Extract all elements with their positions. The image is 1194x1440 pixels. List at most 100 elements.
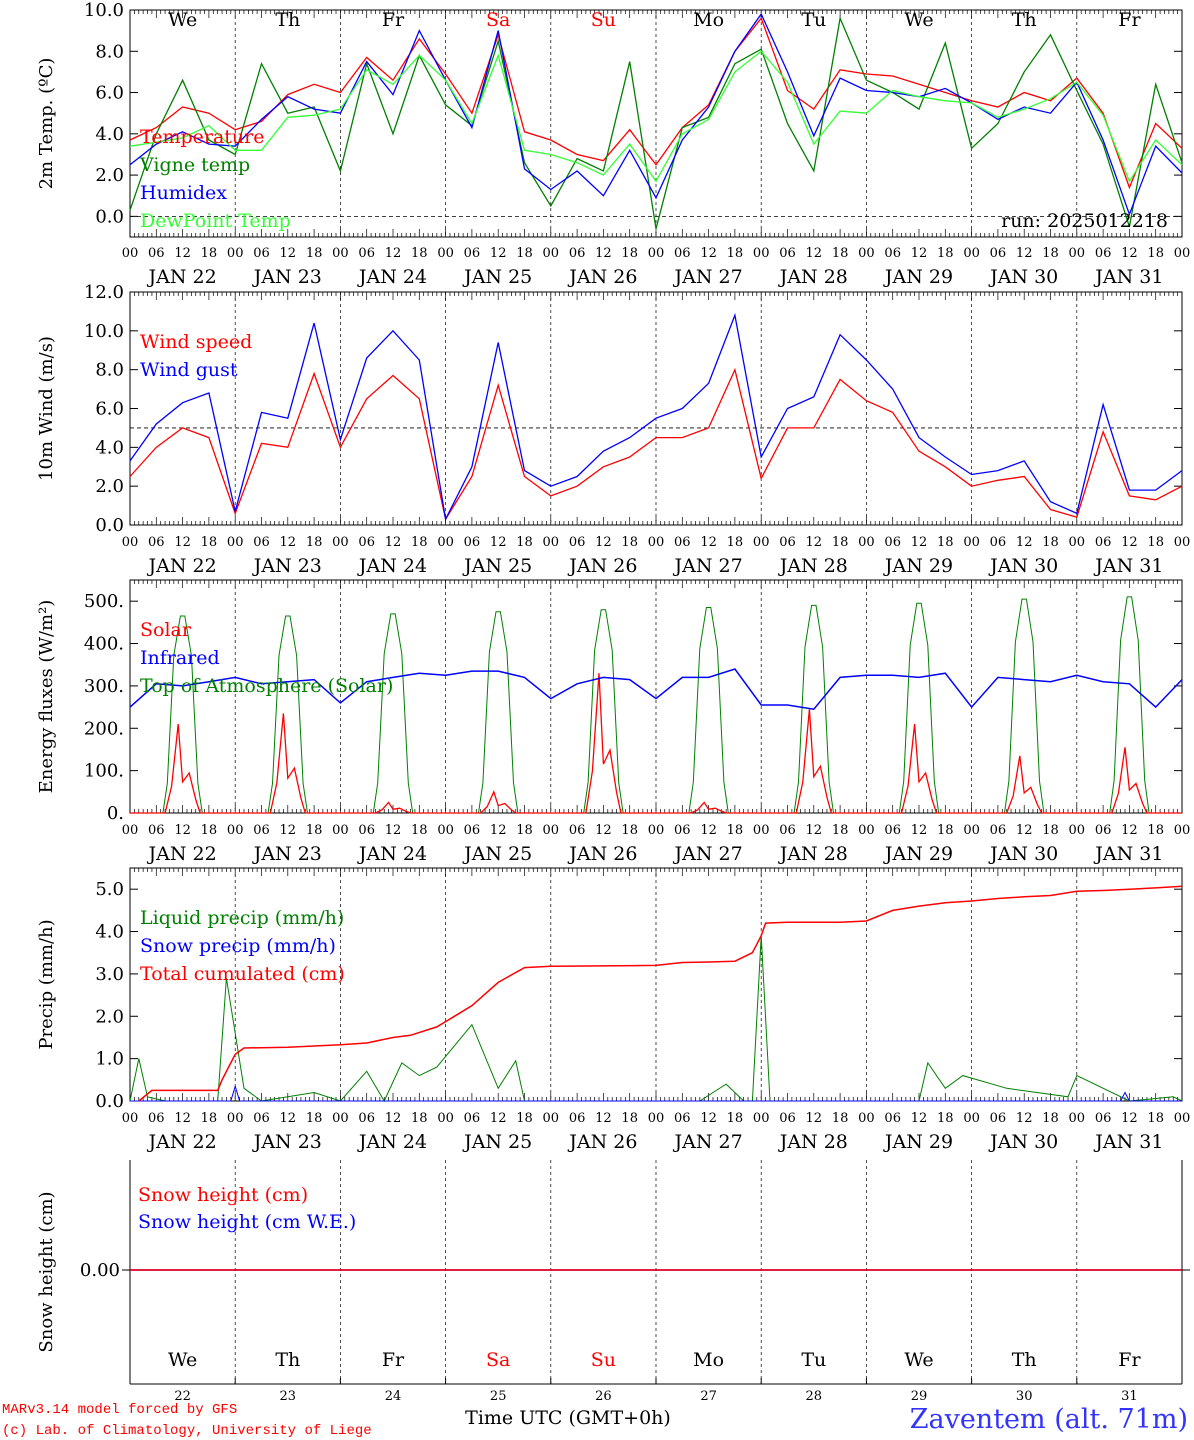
hour-tick-label: 12 (490, 1111, 507, 1126)
hour-tick-label: 18 (937, 246, 954, 261)
legend-entry: Vigne temp (139, 154, 250, 176)
hour-tick-label: 12 (806, 1111, 823, 1126)
hour-tick-label: 12 (1016, 535, 1033, 550)
hour-tick-label: 00 (858, 246, 875, 261)
hour-tick-label: 12 (490, 823, 507, 838)
weekday-label: Fr (382, 9, 405, 31)
hour-tick-label: 12 (700, 246, 717, 261)
date-label: JAN 29 (883, 555, 953, 577)
legend-entry: Solar (140, 619, 192, 641)
hour-tick-label: 12 (280, 823, 297, 838)
hour-tick-label: 12 (174, 1111, 191, 1126)
series-Liquid precip (mm/h) (129, 935, 1183, 1103)
date-label: JAN 30 (988, 555, 1058, 577)
hour-tick-label: 06 (779, 535, 796, 550)
hour-tick-label: 18 (727, 823, 744, 838)
y-tick-label: 4.0 (95, 922, 124, 943)
hour-tick-label: 00 (543, 535, 560, 550)
hour-tick-label: 00 (1174, 1111, 1191, 1126)
hour-tick-label: 18 (201, 246, 218, 261)
weekday-label: Tu (801, 9, 826, 31)
hour-tick-label: 12 (700, 535, 717, 550)
date-label: JAN 23 (252, 555, 322, 577)
date-label: JAN 22 (147, 1131, 217, 1153)
series-solar (130, 673, 1182, 814)
wind-panel: 00 06 12 18 00 06 12 18 00 06 12 18 00 06 12 18 00 06 12 18… (36, 282, 1190, 577)
hour-tick-label: 18 (516, 1111, 533, 1126)
hour-tick-label: 12 (1121, 535, 1138, 550)
hour-tick-label: 00 (1069, 246, 1086, 261)
legend-entry: Wind speed (140, 331, 252, 353)
y-tick-label: 2.0 (95, 1006, 124, 1027)
y-tick-label: 6.0 (95, 83, 124, 104)
weekday-label: Th (1012, 9, 1037, 31)
date-label: JAN 27 (673, 1131, 743, 1153)
hour-tick-label: 06 (464, 823, 481, 838)
hour-tick-label: 18 (411, 246, 428, 261)
date-label: JAN 25 (462, 555, 532, 577)
weekday-label: Fr (382, 1349, 405, 1371)
hour-tick-label: 00 (227, 823, 244, 838)
hour-tick-label: 00 (543, 246, 560, 261)
hour-tick-label: 00 (1069, 1111, 1086, 1126)
hour-tick-label: 06 (358, 246, 375, 261)
series-Snow precip (mm/h) (130, 1084, 1182, 1102)
hour-tick-label: 18 (411, 823, 428, 838)
hour-tick-label: 00 (858, 1111, 875, 1126)
weekday-label: Su (591, 1349, 616, 1371)
day-number-label: 28 (806, 1389, 823, 1404)
hour-tick-label: 00 (648, 823, 665, 838)
hour-tick-label: 00 (122, 246, 139, 261)
hour-tick-label: 06 (358, 823, 375, 838)
weekday-label: Su (591, 9, 616, 31)
y-tick-label: 6.0 (95, 399, 124, 420)
hour-tick-label: 12 (595, 823, 612, 838)
hour-tick-label: 12 (385, 823, 402, 838)
hour-tick-label: 18 (937, 823, 954, 838)
hour-tick-label: 12 (595, 1111, 612, 1126)
hour-tick-label: 12 (806, 535, 823, 550)
hour-tick-label: 06 (884, 246, 901, 261)
hour-tick-label: 00 (963, 1111, 980, 1126)
legend-entry: DewPoint Temp (140, 210, 291, 232)
date-label: JAN 24 (357, 843, 427, 865)
y-tick-label: 200. (84, 718, 124, 739)
hour-tick-label: 06 (779, 823, 796, 838)
hour-tick-label: 06 (253, 1111, 270, 1126)
hour-tick-label: 12 (280, 535, 297, 550)
series-Vigne temp (129, 16, 1183, 229)
hour-tick-label: 00 (437, 246, 454, 261)
hour-tick-label: 06 (990, 246, 1007, 261)
y-tick-label: 0. (107, 803, 124, 824)
hour-tick-label: 18 (201, 823, 218, 838)
hour-tick-label: 18 (937, 1111, 954, 1126)
day-number-label: 27 (700, 1389, 717, 1404)
hour-tick-label: 18 (516, 823, 533, 838)
weekday-label: Th (1012, 1349, 1037, 1371)
hour-tick-label: 06 (464, 246, 481, 261)
hour-tick-label: 00 (227, 535, 244, 550)
hour-tick-label: 06 (253, 823, 270, 838)
y-tick-label: 12.0 (84, 282, 124, 303)
hour-tick-label: 00 (543, 823, 560, 838)
hour-tick-label: 12 (595, 246, 612, 261)
date-label: JAN 25 (462, 843, 532, 865)
energy-panel: 00 06 12 18 00 06 12 18 00 06 12 18 00 06 12 18 00 06 12 18… (36, 579, 1190, 865)
hour-tick-label: 06 (358, 535, 375, 550)
hour-tick-label: 06 (1095, 535, 1112, 550)
y-tick-label: 4.0 (95, 124, 124, 145)
hour-tick-label: 00 (332, 1111, 349, 1126)
date-label: JAN 24 (357, 266, 427, 288)
precip-panel: 00 06 12 18 00 06 12 18 00 06 12 18 00 06 12 18 00 06 12 18… (36, 867, 1191, 1153)
date-label: JAN 22 (147, 555, 217, 577)
hour-tick-label: 00 (437, 823, 454, 838)
legend-entry: Total cumulated (cm) (140, 963, 345, 985)
day-number-label: 24 (385, 1389, 402, 1404)
series-Humidex (129, 12, 1183, 217)
hour-tick-label: 06 (990, 1111, 1007, 1126)
weekday-label: Mo (693, 9, 724, 31)
series-Temperature (129, 16, 1183, 190)
credit-line-1: MARv3.14 model forced by GFS (2, 1402, 237, 1418)
hour-tick-label: 06 (1095, 246, 1112, 261)
